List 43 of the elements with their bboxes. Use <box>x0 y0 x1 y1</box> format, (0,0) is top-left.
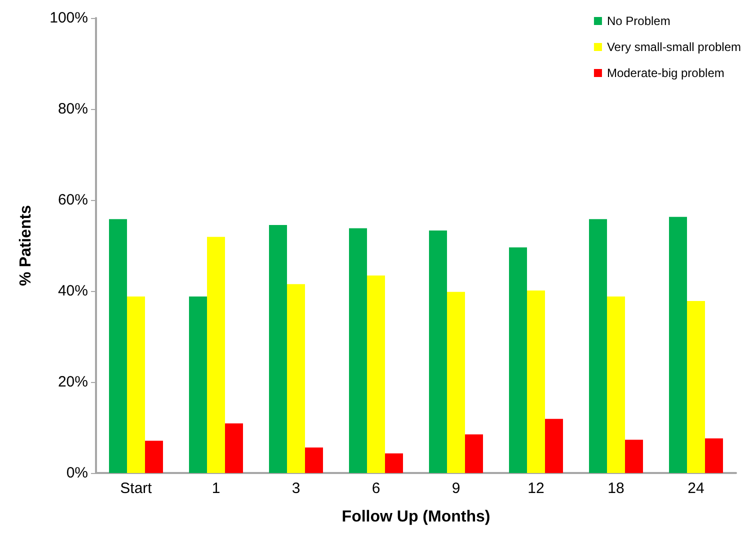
bar <box>109 219 127 473</box>
x-tick-label: 3 <box>292 480 300 497</box>
x-tick-label: 1 <box>212 480 220 497</box>
bar <box>225 423 243 473</box>
bar <box>447 292 465 473</box>
y-tick-label: 0% <box>66 464 88 482</box>
y-tick-label: 100% <box>50 10 88 26</box>
bar <box>207 236 225 473</box>
x-tick-label: 6 <box>372 480 380 497</box>
bar <box>269 225 287 473</box>
bar <box>305 448 323 473</box>
bar <box>287 284 305 473</box>
bar <box>385 453 403 473</box>
y-axis-title: % Patients <box>18 204 34 286</box>
bar <box>705 438 723 473</box>
y-tick-label: 60% <box>58 192 88 208</box>
bar <box>127 296 145 473</box>
legend-label: Very small-small problem <box>606 40 742 54</box>
bar <box>669 216 687 473</box>
bar <box>545 418 563 473</box>
bar <box>527 290 545 473</box>
bar <box>429 230 447 473</box>
bar <box>145 440 163 473</box>
y-tick-label: 80% <box>58 100 88 118</box>
x-axis-title: Follow Up (Months) <box>342 508 490 526</box>
bar <box>687 301 705 473</box>
x-tick-label: Start <box>120 480 153 497</box>
bar <box>509 247 527 473</box>
x-tick-label: 12 <box>528 480 544 497</box>
bar <box>625 440 643 473</box>
x-tick-label: 9 <box>452 480 460 497</box>
bar <box>589 219 607 473</box>
y-tick-label: 40% <box>58 282 88 300</box>
y-tick-label: 20% <box>58 374 88 390</box>
bar <box>607 296 625 473</box>
bar <box>465 434 483 473</box>
x-tick-label: 24 <box>688 480 704 497</box>
legend-label: No Problem <box>606 14 670 28</box>
x-tick-label: 18 <box>608 480 624 497</box>
bar <box>367 276 385 473</box>
bar <box>349 228 367 473</box>
bar <box>189 296 207 473</box>
legend-label: Moderate-big problem <box>606 66 724 80</box>
